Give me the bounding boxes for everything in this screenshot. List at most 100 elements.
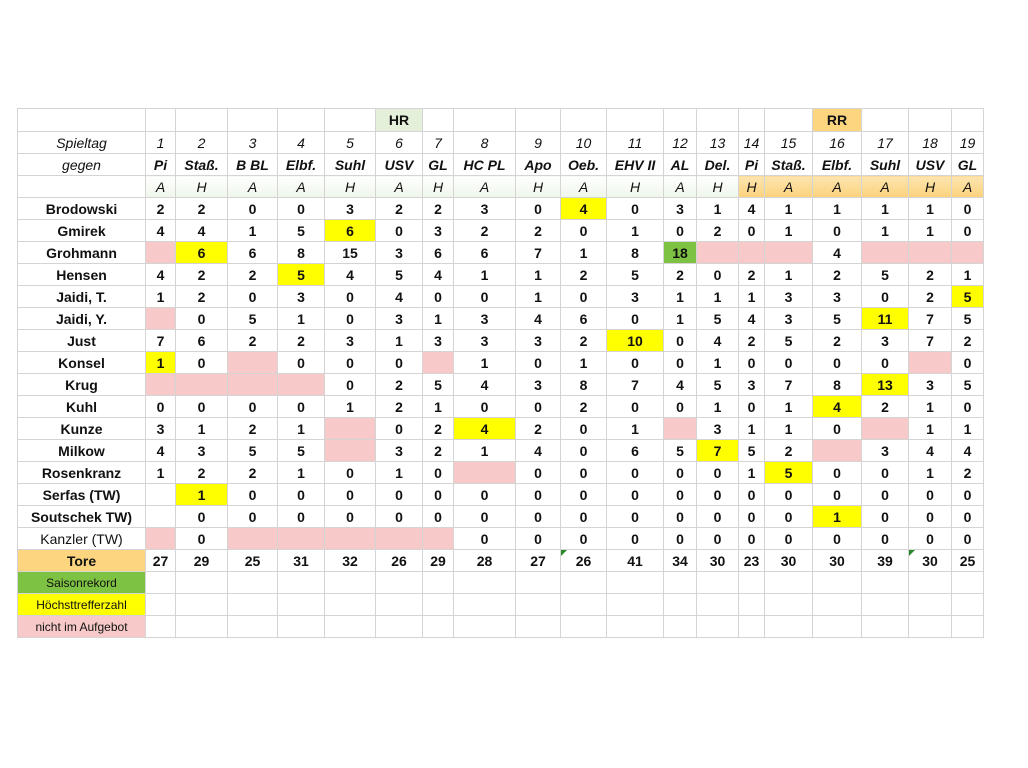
goal-count: 3 <box>908 373 952 396</box>
player-row: Serfas (TW) 1 0 0 0 0 0 0 0 0 0 0 0 0 0 0 0 0 0 <box>17 483 984 506</box>
goal-count: 1 <box>812 505 862 528</box>
totals-row: Tore 27 29 25 31 32 26 29 28 27 26 41 34 30 23 30 30 39 30… <box>17 549 984 572</box>
goal-count: 1 <box>951 263 984 286</box>
total-goals: 28 <box>453 549 516 572</box>
goal-count: 1 <box>145 285 176 308</box>
goal-count: 2 <box>375 373 423 396</box>
venue-marker: H <box>515 175 561 198</box>
goal-count <box>696 241 739 264</box>
matchday-number: 1 <box>145 131 176 154</box>
empty-cell <box>175 593 228 616</box>
matchday-number: 11 <box>606 131 664 154</box>
goal-count: 0 <box>861 505 909 528</box>
goal-count: 5 <box>696 307 739 330</box>
matchday-number: 17 <box>861 131 909 154</box>
goal-count: 3 <box>422 219 454 242</box>
player-name: Kuhl <box>17 395 146 418</box>
goal-count <box>422 351 454 374</box>
empty-cell <box>696 571 739 594</box>
goal-count: 0 <box>606 351 664 374</box>
goal-count: 1 <box>764 263 813 286</box>
player-row: Jaidi, Y. 0 5 1 0 3 1 3 4 6 0 1 5 4 3 5 11 7 5 <box>17 307 984 330</box>
goal-count: 0 <box>560 461 607 484</box>
goal-count: 0 <box>951 395 984 418</box>
player-name: Kanzler (TW) <box>17 527 146 550</box>
empty-cell <box>663 593 697 616</box>
goal-count: 1 <box>908 417 952 440</box>
player-row: Kunze 3 1 2 1 0 2 4 2 0 1 3 1 1 0 1 1 <box>17 417 984 440</box>
empty-cell <box>812 571 862 594</box>
goal-count: 1 <box>861 219 909 242</box>
player-row: Kuhl 0 0 0 0 1 2 1 0 0 2 0 0 1 0 1 4 2 1 0 <box>17 395 984 418</box>
goal-count: 0 <box>696 527 739 550</box>
total-goals: 34 <box>663 549 697 572</box>
goal-count: 2 <box>227 461 278 484</box>
empty-cell <box>606 615 664 638</box>
goal-count: 4 <box>145 263 176 286</box>
empty-cell <box>453 593 516 616</box>
opponent-name: Oeb. <box>560 153 607 176</box>
goal-count: 0 <box>560 527 607 550</box>
goal-count: 4 <box>422 263 454 286</box>
empty-cell <box>861 571 909 594</box>
goal-count: 3 <box>663 197 697 220</box>
empty-cell <box>453 615 516 638</box>
total-goals: 30 <box>812 549 862 572</box>
goal-count: 8 <box>560 373 607 396</box>
goal-count <box>738 241 765 264</box>
goal-count: 4 <box>515 307 561 330</box>
empty-cell <box>696 615 739 638</box>
venue-marker: H <box>738 175 765 198</box>
goal-count: 4 <box>453 417 516 440</box>
goal-count: 5 <box>227 439 278 462</box>
hinrunde-label: HR <box>375 108 423 132</box>
goal-count: 6 <box>422 241 454 264</box>
goal-count: 1 <box>277 307 325 330</box>
goal-count: 0 <box>738 483 765 506</box>
goal-count: 0 <box>375 219 423 242</box>
goal-count: 3 <box>764 285 813 308</box>
player-row: Krug 0 2 5 4 3 8 7 4 5 3 7 8 13 3 5 <box>17 373 984 396</box>
total-goals: 41 <box>606 549 664 572</box>
goal-count: 1 <box>277 417 325 440</box>
goal-count: 0 <box>422 285 454 308</box>
goal-count: 0 <box>324 307 376 330</box>
goal-count <box>663 417 697 440</box>
goal-count: 0 <box>606 461 664 484</box>
goal-count: 2 <box>663 263 697 286</box>
goal-count: 6 <box>227 241 278 264</box>
goal-count: 0 <box>951 527 984 550</box>
matchday-number: 7 <box>422 131 454 154</box>
venue-marker: H <box>175 175 228 198</box>
goal-count: 3 <box>277 285 325 308</box>
empty-cell <box>560 571 607 594</box>
goal-count: 5 <box>422 373 454 396</box>
total-goals: 27 <box>145 549 176 572</box>
goal-count: 0 <box>861 461 909 484</box>
goal-count: 18 <box>663 241 697 264</box>
goal-count: 0 <box>324 461 376 484</box>
empty-cell <box>277 593 325 616</box>
goal-count: 7 <box>145 329 176 352</box>
goal-count <box>145 527 176 550</box>
empty-cell <box>515 571 561 594</box>
goal-count: 2 <box>227 417 278 440</box>
goal-count: 2 <box>375 395 423 418</box>
player-name: Hensen <box>17 263 146 286</box>
goal-count: 3 <box>738 373 765 396</box>
player-row: Soutschek TW) 0 0 0 0 0 0 0 0 0 0 0 0 0 0 1 0 0 0 <box>17 505 984 528</box>
goal-count: 3 <box>515 329 561 352</box>
goal-count <box>812 439 862 462</box>
goal-count: 5 <box>951 373 984 396</box>
goal-count: 4 <box>145 439 176 462</box>
goal-count: 1 <box>696 351 739 374</box>
total-goals: 31 <box>277 549 325 572</box>
goal-count: 0 <box>908 483 952 506</box>
goal-count <box>951 241 984 264</box>
goal-count: 6 <box>453 241 516 264</box>
empty-cell <box>861 615 909 638</box>
goal-count: 1 <box>696 285 739 308</box>
player-name: Serfas (TW) <box>17 483 146 506</box>
goal-count: 0 <box>515 351 561 374</box>
empty-cell <box>175 615 228 638</box>
